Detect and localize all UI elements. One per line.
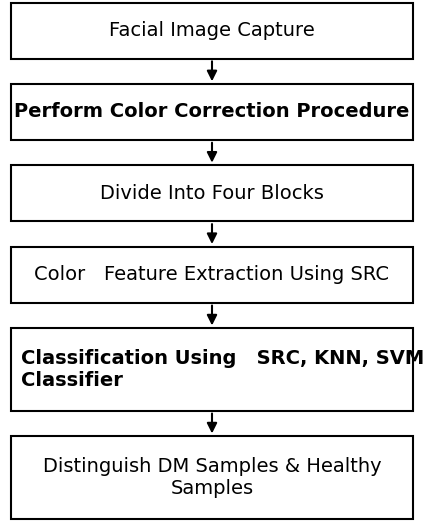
Text: Color   Feature Extraction Using SRC: Color Feature Extraction Using SRC [34, 265, 390, 284]
FancyBboxPatch shape [11, 84, 413, 140]
FancyBboxPatch shape [11, 328, 413, 411]
Text: Distinguish DM Samples & Healthy
Samples: Distinguish DM Samples & Healthy Samples [43, 457, 381, 498]
FancyBboxPatch shape [11, 3, 413, 59]
FancyBboxPatch shape [11, 247, 413, 303]
FancyBboxPatch shape [11, 165, 413, 221]
Text: Classification Using   SRC, KNN, SVM
Classifier: Classification Using SRC, KNN, SVM Class… [21, 349, 424, 390]
Text: Facial Image Capture: Facial Image Capture [109, 21, 315, 40]
Text: Perform Color Correction Procedure: Perform Color Correction Procedure [14, 103, 410, 121]
FancyBboxPatch shape [11, 436, 413, 519]
Text: Divide Into Four Blocks: Divide Into Four Blocks [100, 184, 324, 203]
